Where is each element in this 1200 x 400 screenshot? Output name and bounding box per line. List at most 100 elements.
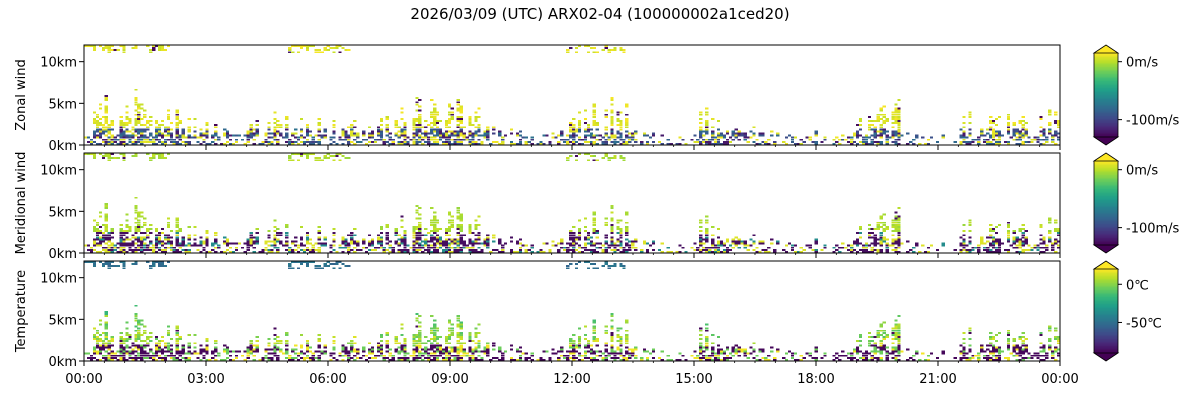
- heatmap-cell: [302, 261, 307, 263]
- heatmap-cell: [430, 346, 434, 349]
- heatmap-cell: [403, 142, 407, 145]
- heatmap-cell: [980, 236, 984, 239]
- heatmap-cell: [308, 142, 313, 145]
- heatmap-cell: [143, 329, 147, 332]
- heatmap-cell: [98, 232, 103, 235]
- heatmap-cell: [631, 246, 635, 249]
- heatmap-cell: [190, 136, 194, 139]
- heatmap-cell: [468, 336, 472, 338]
- heatmap-cell: [249, 242, 253, 245]
- heatmap-cell: [965, 244, 969, 247]
- heatmap-cell: [166, 242, 171, 245]
- heatmap-cell: [154, 350, 159, 353]
- heatmap-cell: [403, 130, 407, 133]
- heatmap-cell: [279, 240, 283, 243]
- heatmap-cell: [285, 234, 289, 237]
- heatmap-cell: [110, 228, 114, 230]
- heatmap-cell: [397, 356, 401, 359]
- heatmap-cell: [418, 234, 422, 237]
- heatmap-cell: [225, 244, 230, 247]
- heatmap-cell: [107, 47, 111, 49]
- heatmap-cell: [412, 338, 416, 340]
- heatmap-cell: [211, 244, 215, 247]
- heatmap-cell: [305, 153, 310, 155]
- heatmap-cell: [104, 228, 108, 230]
- heatmap-cell: [98, 340, 103, 343]
- heatmap-cell: [122, 232, 126, 235]
- heatmap-cell: [705, 120, 709, 122]
- heatmap-cell: [122, 352, 126, 355]
- heatmap-cell: [592, 213, 596, 216]
- heatmap-cell: [557, 134, 561, 137]
- heatmap-cell: [651, 348, 656, 351]
- heatmap-cell: [713, 248, 718, 251]
- heatmap-cell: [873, 136, 877, 139]
- heatmap-cell: [894, 122, 898, 124]
- heatmap-cell: [305, 45, 310, 47]
- heatmap-cell: [137, 319, 141, 322]
- heatmap-cell: [362, 346, 366, 349]
- heatmap-cell: [146, 356, 150, 359]
- heatmap-cell: [773, 140, 777, 143]
- heatmap-cell: [376, 242, 381, 245]
- heatmap-cell: [299, 244, 304, 247]
- colorbar-segment: [1094, 161, 1118, 163]
- heatmap-cell: [660, 250, 664, 253]
- heatmap-cell: [252, 134, 256, 137]
- heatmap-cell: [169, 352, 174, 355]
- heatmap-cell: [891, 134, 895, 137]
- heatmap-cell: [101, 155, 106, 157]
- heatmap-cell: [740, 134, 744, 137]
- heatmap-cell: [140, 103, 144, 106]
- heatmap-cell: [252, 132, 256, 135]
- heatmap-cell: [187, 250, 191, 253]
- heatmap-cell: [616, 228, 620, 230]
- heatmap-cell: [705, 140, 709, 143]
- heatmap-cell: [879, 242, 883, 245]
- heatmap-cell: [308, 250, 313, 253]
- heatmap-cell: [622, 140, 626, 143]
- heatmap-cell: [468, 140, 472, 143]
- heatmap-cell: [761, 240, 765, 243]
- heatmap-cell: [403, 124, 407, 127]
- heatmap-cell: [432, 244, 437, 247]
- heatmap-cell: [140, 358, 144, 361]
- heatmap-cell: [101, 115, 106, 118]
- heatmap-cell: [447, 336, 452, 338]
- heatmap-cell: [122, 342, 126, 345]
- heatmap-cell: [716, 336, 721, 338]
- heatmap-cell: [131, 248, 135, 251]
- heatmap-cell: [430, 130, 434, 133]
- heatmap-cell: [214, 354, 218, 357]
- heatmap-cell: [1030, 140, 1034, 143]
- heatmap-cell: [468, 230, 472, 232]
- heatmap-cell: [1015, 244, 1019, 247]
- heatmap-cell: [412, 242, 416, 245]
- heatmap-cell: [962, 132, 966, 135]
- heatmap-cell: [572, 244, 576, 247]
- heatmap-cell: [110, 358, 114, 361]
- heatmap-cell: [149, 267, 153, 270]
- heatmap-cell: [625, 356, 629, 359]
- heatmap-cell: [149, 356, 153, 359]
- heatmap-cell: [110, 236, 114, 239]
- heatmap-cell: [391, 142, 395, 145]
- heatmap-cell: [855, 136, 860, 139]
- heatmap-cell: [879, 244, 883, 247]
- heatmap-cell: [619, 142, 623, 145]
- heatmap-cell: [879, 238, 883, 241]
- heatmap-cell: [125, 346, 129, 349]
- heatmap-cell: [335, 45, 339, 47]
- heatmap-cell: [350, 232, 354, 235]
- heatmap-cell: [231, 142, 236, 145]
- heatmap-cell: [453, 248, 457, 251]
- heatmap-cell: [95, 346, 100, 349]
- heatmap-cell: [642, 348, 647, 351]
- heatmap-cell: [619, 132, 623, 135]
- heatmap-cell: [187, 130, 191, 133]
- heatmap-cell: [631, 136, 635, 139]
- heatmap-cells: [84, 261, 1061, 361]
- heatmap-cell: [143, 248, 147, 251]
- heatmap-cell: [1039, 115, 1043, 118]
- heatmap-cell: [897, 109, 901, 112]
